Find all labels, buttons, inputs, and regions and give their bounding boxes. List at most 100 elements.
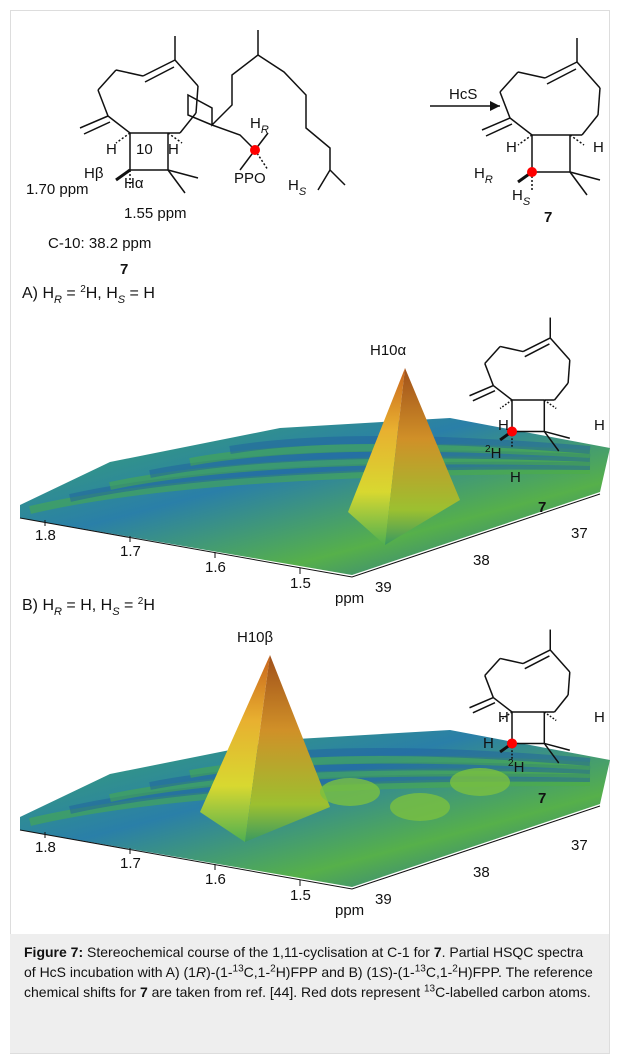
text-part: R	[54, 606, 62, 618]
caption-part: Figure 7:	[24, 944, 84, 960]
structure-label: HS	[288, 177, 307, 198]
caption-part: are taken from ref. [44]. Red dots repre…	[147, 984, 424, 1000]
bond	[543, 399, 557, 410]
structure-label: HS	[512, 187, 531, 208]
bond	[115, 69, 144, 77]
figure-frame	[10, 10, 610, 1054]
bond	[499, 657, 524, 665]
bond	[553, 382, 569, 401]
text-part: H	[498, 709, 509, 726]
bond	[544, 742, 570, 751]
caption-part: 13	[423, 983, 436, 995]
axis-line	[19, 493, 601, 578]
text-part: =	[120, 597, 138, 614]
axis-label: 39	[375, 579, 392, 596]
axis-unit: ppm	[335, 590, 364, 607]
bond	[484, 363, 495, 386]
bond	[167, 169, 186, 194]
axis-label: 1.7	[120, 543, 141, 560]
structure-label: 7	[538, 790, 546, 807]
text-part: H	[474, 165, 485, 182]
bond	[544, 430, 570, 439]
bond	[499, 399, 513, 410]
structure-label: Hβ	[84, 165, 104, 182]
peak-label: H10β	[237, 629, 274, 646]
axis-label: 1.6	[205, 559, 226, 576]
bond	[549, 649, 571, 673]
bond	[581, 114, 599, 136]
structure-label: H	[594, 709, 605, 726]
bond	[469, 696, 494, 709]
axis-line	[19, 805, 601, 890]
structure	[469, 317, 571, 452]
structure-label: H	[594, 417, 605, 434]
text-part: H	[168, 141, 179, 158]
fpp-chain	[257, 54, 346, 186]
structure-label: 7	[544, 209, 552, 226]
structure-label: H	[498, 417, 509, 434]
caption-part: C,1-	[425, 964, 453, 980]
caption-part: 2	[452, 963, 458, 975]
fpp-chain	[211, 124, 256, 151]
peak-face	[348, 368, 405, 545]
text-part: H	[483, 735, 494, 752]
bond	[144, 66, 175, 83]
axis-label: 1.8	[35, 527, 56, 544]
text-part: H	[506, 139, 517, 156]
bond	[522, 337, 551, 353]
text-part: H	[512, 187, 523, 204]
label-dot	[507, 738, 517, 749]
structure-label: H	[506, 139, 517, 156]
caption-part: R	[195, 964, 207, 980]
bond	[543, 743, 560, 764]
caption-part: C,1-	[243, 964, 271, 980]
bond	[522, 649, 551, 665]
structure-label: H	[498, 709, 509, 726]
bond	[597, 87, 601, 116]
structure	[481, 38, 601, 196]
text-part: R	[54, 294, 62, 306]
bond	[115, 132, 131, 144]
structure-label: HcS	[449, 86, 477, 103]
fpp-chain	[317, 169, 331, 191]
text-part: S	[523, 196, 531, 208]
peak-face	[385, 368, 460, 545]
bond	[484, 657, 501, 676]
text-part: H, H	[86, 285, 118, 302]
peak-label: H10α	[370, 342, 407, 359]
fpp-chain	[187, 30, 259, 127]
text-part: 7	[538, 790, 546, 807]
bond	[107, 115, 131, 134]
bond	[517, 71, 546, 79]
panel-label: A) HR = 2H, HS = H	[22, 284, 155, 306]
label-dot	[250, 145, 260, 155]
text-part: H	[510, 469, 521, 486]
peak-face	[200, 655, 270, 842]
text-part: =	[62, 285, 80, 302]
text-part: H	[593, 139, 604, 156]
structure-label: PPO	[234, 170, 266, 187]
surface-ripple	[29, 466, 591, 514]
bond	[553, 694, 569, 713]
axis-label: 37	[571, 837, 588, 854]
caption-part: )-(1-	[388, 964, 415, 980]
bond	[167, 169, 199, 179]
structure	[79, 36, 199, 194]
caption-part: 7	[433, 944, 442, 960]
bond	[97, 69, 117, 91]
bond	[167, 132, 183, 144]
structure-label: C-10: 38.2 ppm	[48, 235, 151, 252]
bond	[499, 91, 511, 119]
text-part: H	[498, 417, 509, 434]
caption-part: 2	[270, 963, 276, 975]
text-part: 2	[80, 284, 86, 295]
text-part: HcS	[449, 86, 477, 103]
bond	[544, 61, 578, 79]
axis-label: 1.5	[290, 575, 311, 592]
structure-label: 7	[538, 499, 546, 516]
axis-label: 37	[571, 525, 588, 542]
structure-label: 2H	[485, 444, 501, 462]
label-dot	[527, 167, 537, 177]
